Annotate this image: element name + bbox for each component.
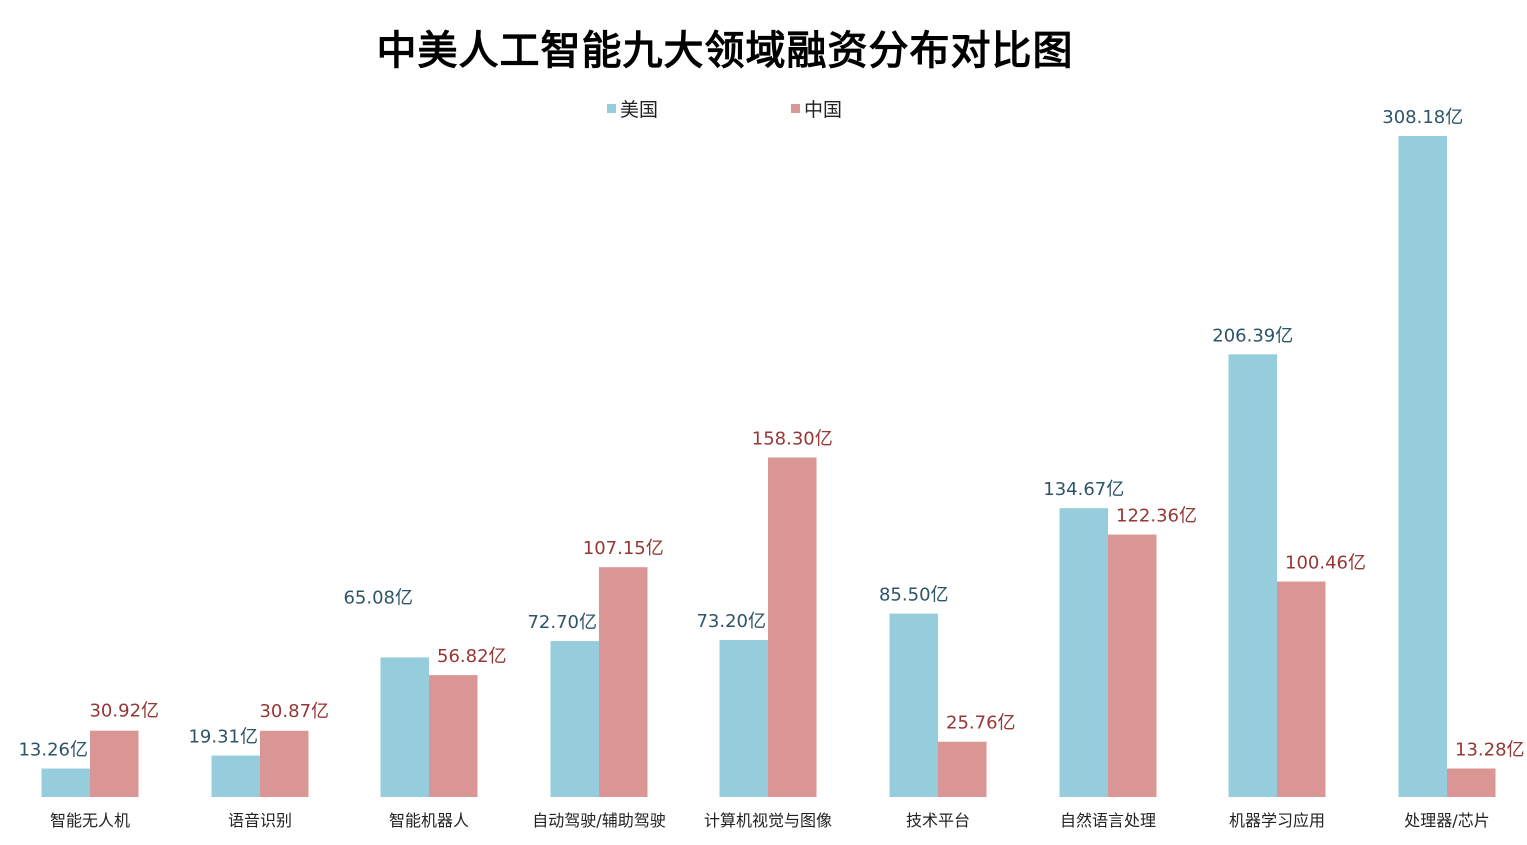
bar-us-7: [1228, 354, 1277, 797]
bar-cn-0: [90, 730, 139, 797]
value-label-cn-5: 25.76亿: [946, 713, 1016, 734]
legend-swatch-cn: [791, 104, 800, 113]
bar-us-5: [889, 613, 938, 797]
legend: 美国 中国: [607, 99, 842, 121]
legend-label-cn: 中国: [804, 99, 842, 121]
chart-title: 中美人工智能九大领域融资分布对比图: [376, 28, 1074, 74]
value-label-us-5: 85.50亿: [879, 585, 949, 606]
category-label-1: 语音识别: [228, 811, 292, 830]
value-label-us-2: 65.08亿: [343, 587, 413, 608]
value-label-us-4: 73.20亿: [696, 611, 766, 632]
value-label-cn-6: 122.36亿: [1116, 506, 1197, 527]
bar-cn-8: [1447, 768, 1496, 797]
category-label-4: 计算机视觉与图像: [704, 811, 832, 830]
category-label-7: 机器学习应用: [1229, 811, 1325, 830]
category-label-6: 自然语言处理: [1060, 811, 1156, 830]
bar-us-0: [41, 768, 90, 797]
bar-us-3: [550, 641, 599, 797]
value-label-cn-4: 158.30亿: [752, 428, 833, 449]
bar-cn-2: [429, 675, 478, 797]
category-label-8: 处理器/芯片: [1404, 811, 1489, 830]
bar-cn-7: [1277, 581, 1326, 797]
category-labels: 智能无人机 语音识别 智能机器人 自动驾驶/辅助驾驶 计算机视觉与图像 技术平台 自然语言处…: [50, 811, 1490, 830]
category-label-3: 自动驾驶/辅助驾驶: [532, 811, 665, 830]
legend-swatch-us: [607, 104, 616, 113]
value-label-us-6: 134.67亿: [1043, 479, 1124, 500]
legend-label-us: 美国: [620, 99, 658, 121]
bar-us-2: [380, 657, 429, 797]
bar-cn-6: [1108, 534, 1157, 797]
bar-us-4: [719, 639, 768, 797]
bar-cn-5: [938, 741, 987, 797]
bar-us-8: [1398, 136, 1447, 797]
bars: [41, 136, 1496, 797]
category-label-2: 智能机器人: [389, 811, 469, 830]
category-label-0: 智能无人机: [50, 811, 130, 830]
bar-us-6: [1059, 508, 1108, 797]
bar-cn-1: [260, 730, 309, 797]
value-label-us-7: 206.39亿: [1212, 325, 1293, 346]
category-label-5: 技术平台: [906, 811, 970, 830]
value-label-us-1: 19.31亿: [188, 727, 258, 748]
value-label-cn-0: 30.92亿: [89, 701, 159, 722]
value-label-cn-7: 100.46亿: [1285, 553, 1366, 574]
bar-cn-3: [599, 567, 648, 797]
bar-us-1: [211, 755, 260, 797]
value-label-cn-8: 13.28亿: [1455, 740, 1525, 761]
value-label-cn-1: 30.87亿: [259, 701, 329, 722]
bar-cn-4: [768, 457, 817, 797]
value-label-us-0: 13.26亿: [18, 740, 88, 761]
value-label-us-3: 72.70亿: [527, 612, 597, 633]
value-label-cn-2: 56.82亿: [437, 646, 507, 667]
value-label-cn-3: 107.15亿: [583, 538, 664, 559]
value-label-us-8: 308.18亿: [1382, 107, 1463, 128]
